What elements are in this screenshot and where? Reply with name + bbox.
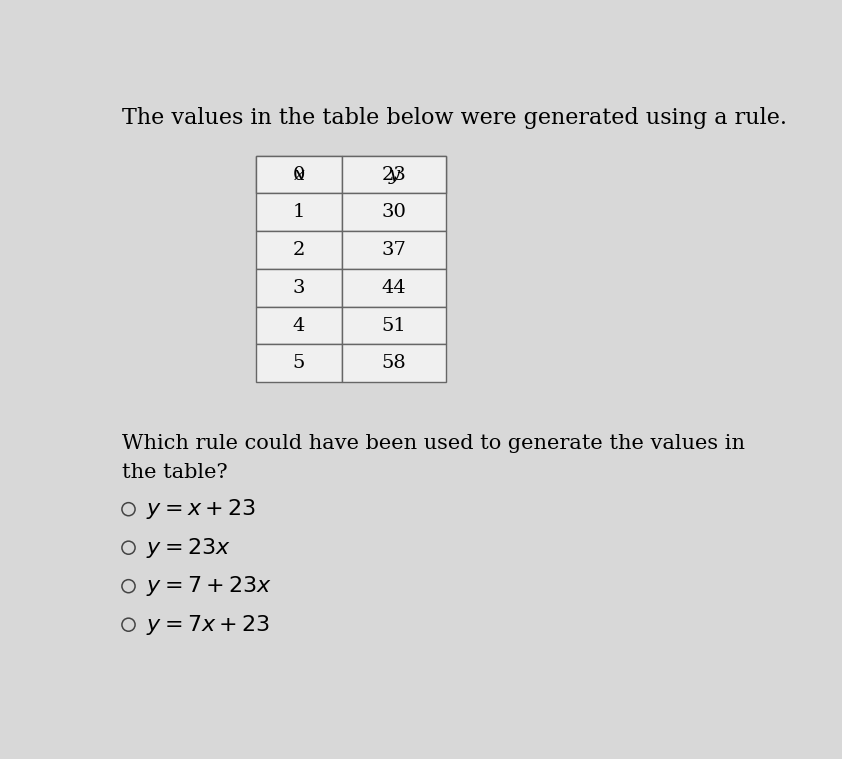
Text: 4: 4 (293, 317, 305, 335)
Bar (256, 156, 342, 194)
Bar (342, 156, 446, 194)
Bar (256, 307, 342, 345)
Text: $\mathit{y} = 23\mathit{x}$: $\mathit{y} = 23\mathit{x}$ (146, 536, 230, 559)
Text: 2: 2 (293, 241, 305, 259)
Text: y: y (388, 165, 399, 184)
Text: The values in the table below were generated using a rule.: The values in the table below were gener… (122, 107, 787, 129)
Text: 37: 37 (381, 241, 407, 259)
Text: 3: 3 (293, 279, 306, 297)
Text: $\mathit{y} = 7 + 23\mathit{x}$: $\mathit{y} = 7 + 23\mathit{x}$ (146, 575, 272, 598)
Bar (256, 194, 342, 231)
Bar (256, 231, 342, 269)
Text: 5: 5 (293, 354, 305, 372)
Text: 58: 58 (381, 354, 407, 372)
Text: 0: 0 (293, 165, 305, 184)
Bar (256, 269, 342, 307)
Bar (342, 269, 446, 307)
Bar (256, 345, 342, 382)
Text: 23: 23 (381, 165, 407, 184)
Text: 44: 44 (381, 279, 407, 297)
Bar (256, 156, 342, 194)
Text: 1: 1 (293, 203, 305, 222)
Bar (342, 156, 446, 194)
Text: $\mathit{y} = \mathit{x} + 23$: $\mathit{y} = \mathit{x} + 23$ (146, 497, 256, 521)
Bar (342, 307, 446, 345)
Text: Which rule could have been used to generate the values in: Which rule could have been used to gener… (122, 433, 745, 452)
Bar (342, 231, 446, 269)
Text: 51: 51 (381, 317, 407, 335)
Bar (342, 345, 446, 382)
Text: the table?: the table? (122, 463, 228, 482)
Text: 30: 30 (381, 203, 407, 222)
Bar (342, 194, 446, 231)
Text: x: x (294, 165, 305, 184)
Text: $\mathit{y} = 7\mathit{x} + 23$: $\mathit{y} = 7\mathit{x} + 23$ (146, 613, 269, 637)
